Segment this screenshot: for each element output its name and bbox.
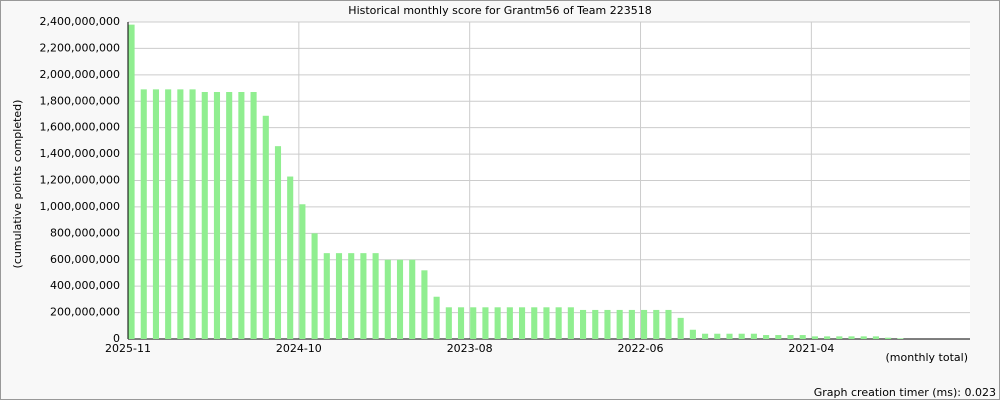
bar [848,336,855,339]
bar [897,338,904,339]
bar [470,307,477,339]
bar [360,253,367,339]
bar [262,115,269,339]
bar [677,317,684,339]
y-tick-label: 2,200,000,000 [40,41,120,54]
bar [372,253,379,339]
bar [787,335,794,339]
bar [543,307,550,339]
chart-title: Historical monthly score for Grantm56 of… [348,4,651,17]
x-tick-label: 2022-06 [618,342,664,355]
y-tick-label: 1,600,000,000 [40,121,120,134]
x-tick-label: 2023-08 [447,342,493,355]
bar [311,233,318,339]
y-tick-label: 400,000,000 [50,279,120,292]
bar [824,336,831,339]
x-tick-label: 2024-10 [276,342,322,355]
bar [665,309,672,339]
bar [714,333,721,339]
bar [494,307,501,339]
bar [348,253,355,339]
bar [567,307,574,339]
x-tick-label: 2025-11 [105,342,151,355]
bar [763,335,770,339]
bar [433,296,440,339]
bar [872,336,879,339]
bar [323,253,330,339]
bar [555,307,562,339]
bar [152,89,160,339]
y-tick-label: 600,000,000 [50,253,120,266]
y-tick-label: 800,000,000 [50,226,120,239]
bar [165,89,172,339]
bar [140,89,147,339]
bar [653,309,660,339]
bar [775,335,782,339]
y-tick-label: 1,800,000,000 [40,94,120,107]
bar [885,337,892,339]
y-tick-label: 1,200,000,000 [40,174,120,187]
bar [702,333,709,339]
x-axis-label: (monthly total) [886,351,969,364]
bar [274,146,282,339]
y-tick-label: 200,000,000 [50,306,120,319]
bar [177,89,184,339]
bar [128,24,135,340]
bar [384,259,391,339]
bar [482,307,489,339]
bar [641,309,648,339]
bar [689,329,696,339]
bar [250,92,257,339]
bar [518,307,526,339]
y-axis-label: (cumulative points completed) [11,100,24,269]
bar [299,204,306,339]
bar [811,336,818,339]
bar [189,89,196,339]
y-tick-label: 0 [113,332,120,345]
bar [628,309,635,339]
y-tick-label: 2,000,000,000 [40,68,120,81]
bar [616,309,623,339]
y-tick-label: 1,000,000,000 [40,200,120,213]
bar [738,333,745,339]
bar [506,307,513,339]
bar [750,333,757,339]
bar [860,336,867,339]
bar [726,333,733,339]
bar [604,309,611,339]
y-tick-label: 2,400,000,000 [40,15,120,28]
footer: Graph creation timer (ms): 0.023 [814,386,996,399]
bar [201,92,208,339]
bar [396,259,404,339]
bar [580,309,587,339]
bar [238,92,245,339]
y-tick-label: 1,400,000,000 [40,147,120,160]
bar [836,336,843,339]
bar [457,307,465,339]
bar [226,92,233,339]
bar [213,92,221,339]
bar [287,176,294,339]
bar [409,259,416,339]
bar [421,270,428,339]
bar [799,335,806,339]
bar [445,307,452,339]
x-tick-label: 2021-04 [788,342,834,355]
bar [592,309,599,339]
bar [531,307,538,339]
bar [335,253,343,339]
